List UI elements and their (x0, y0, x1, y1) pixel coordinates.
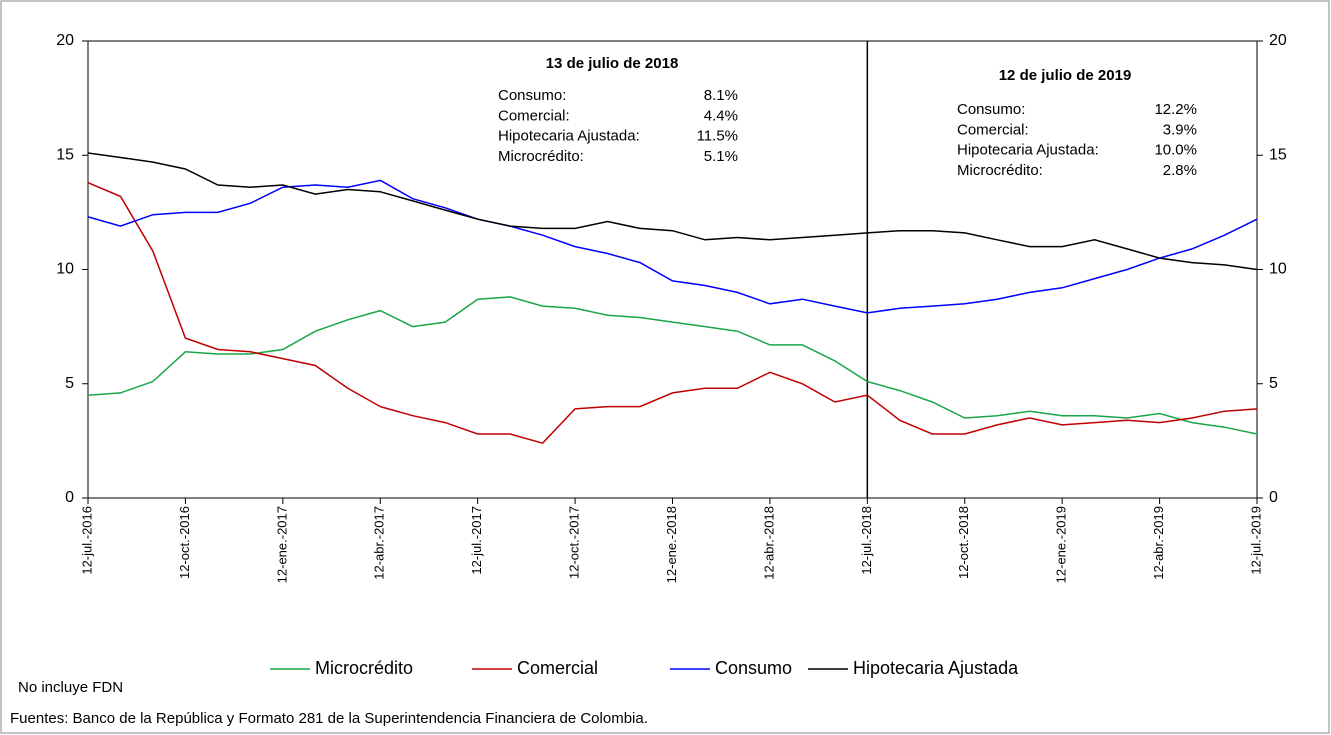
y2-tick-label: 15 (1269, 146, 1287, 163)
annotation-label: Hipotecaria Ajustada: (498, 128, 640, 145)
series-line (87, 182, 1258, 445)
x-tick-label: 12-abr.-2018 (761, 506, 776, 580)
note: No incluye FDN (18, 679, 123, 696)
series-line (87, 296, 1258, 435)
annotation-label: Microcrédito: (498, 148, 584, 165)
annotation-title: 13 de julio de 2018 (546, 55, 679, 72)
x-tick-label: 12-oct.-2017 (567, 506, 582, 579)
annotation-value: 3.9% (1163, 121, 1197, 138)
x-tick-label: 12-ene.-2018 (664, 506, 679, 583)
y-tick-label: 5 (65, 375, 74, 392)
x-tick-label: 12-oct.-2016 (177, 506, 192, 579)
legend-label: Comercial (517, 658, 598, 678)
annotation-label: Consumo: (957, 101, 1025, 118)
x-tick-label: 12-abr.-2017 (372, 506, 387, 580)
y2-tick-label: 5 (1269, 375, 1278, 392)
annotation-value: 8.1% (704, 87, 738, 104)
annotation-value: 11.5% (697, 128, 738, 145)
y-tick-label: 20 (56, 32, 74, 49)
annotation-value: 4.4% (704, 107, 738, 124)
annotation-value: 2.8% (1163, 162, 1197, 179)
series-line (87, 152, 1258, 271)
y-tick-label: 10 (56, 261, 74, 278)
legend-label: Hipotecaria Ajustada (853, 658, 1019, 678)
x-tick-label: 12-abr.-2019 (1151, 506, 1166, 580)
annotation-label: Consumo: (498, 87, 566, 104)
y-tick-label: 0 (65, 489, 74, 506)
legend-label: Consumo (715, 658, 792, 678)
annotation-label: Comercial: (957, 121, 1029, 138)
x-tick-label: 12-ene.-2017 (274, 506, 289, 583)
x-tick-label: 12-oct.-2018 (956, 506, 971, 579)
series-line (87, 179, 1258, 314)
y-tick-label: 15 (56, 146, 74, 163)
y2-tick-label: 10 (1269, 261, 1287, 278)
x-tick-label: 12-jul.-2019 (1248, 506, 1263, 575)
y2-tick-label: 20 (1269, 32, 1287, 49)
annotation-label: Hipotecaria Ajustada: (957, 142, 1099, 159)
legend-label: Microcrédito (315, 658, 413, 678)
x-tick-label: 12-jul.-2018 (859, 506, 874, 575)
x-tick-label: 12-jul.-2016 (79, 506, 94, 575)
annotation-label: Microcrédito: (957, 162, 1043, 179)
annotation-title: 12 de julio de 2019 (999, 67, 1132, 84)
annotation-label: Comercial: (498, 107, 570, 124)
note: Fuentes: Banco de la República y Formato… (10, 710, 648, 727)
x-tick-label: 12-ene.-2019 (1054, 506, 1069, 583)
x-tick-label: 12-jul.-2017 (469, 506, 484, 575)
annotation-value: 10.0% (1154, 142, 1197, 159)
annotation-value: 5.1% (704, 148, 738, 165)
annotation-value: 12.2% (1154, 101, 1197, 118)
y2-tick-label: 0 (1269, 489, 1278, 506)
